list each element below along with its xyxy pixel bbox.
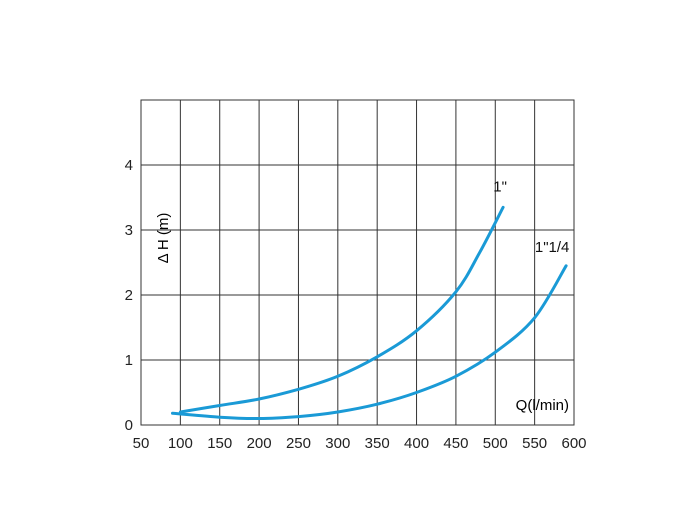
y-tick-label: 0 xyxy=(125,417,133,434)
series-line-0 xyxy=(178,205,505,414)
y-tick-label: 1 xyxy=(125,352,133,369)
x-tick-label: 400 xyxy=(404,435,429,452)
x-tick-label: 300 xyxy=(325,435,350,452)
x-axis-label: Q(l/min) xyxy=(516,397,569,414)
grid xyxy=(140,99,575,426)
series-label-1: 1"1/4 xyxy=(535,239,570,256)
series-label-0: 1" xyxy=(493,178,507,195)
x-tick-label: 600 xyxy=(561,435,586,452)
y-tick-label: 2 xyxy=(125,287,133,304)
x-tick-label: 100 xyxy=(168,435,193,452)
curves xyxy=(171,205,568,421)
x-tick-label: 500 xyxy=(483,435,508,452)
x-tick-label: 200 xyxy=(247,435,272,452)
y-axis-label: Δ H (m) xyxy=(155,213,172,264)
x-tick-label: 350 xyxy=(365,435,390,452)
x-tick-label: 150 xyxy=(207,435,232,452)
x-tick-label: 250 xyxy=(286,435,311,452)
y-tick-label: 4 xyxy=(125,157,133,174)
x-tick-label: 550 xyxy=(522,435,547,452)
y-tick-label: 3 xyxy=(125,222,133,239)
plot-frame xyxy=(140,99,575,426)
y-tick-labels: 0 1 2 3 4 xyxy=(125,157,133,434)
x-tick-label: 450 xyxy=(443,435,468,452)
x-tick-labels: 50 100 150 200 250 300 350 400 450 500 550 600 xyxy=(133,435,587,452)
series-labels: 1" 1"1/4 xyxy=(493,178,569,256)
series-line-1 xyxy=(171,264,568,421)
x-tick-label: 50 xyxy=(133,435,150,452)
